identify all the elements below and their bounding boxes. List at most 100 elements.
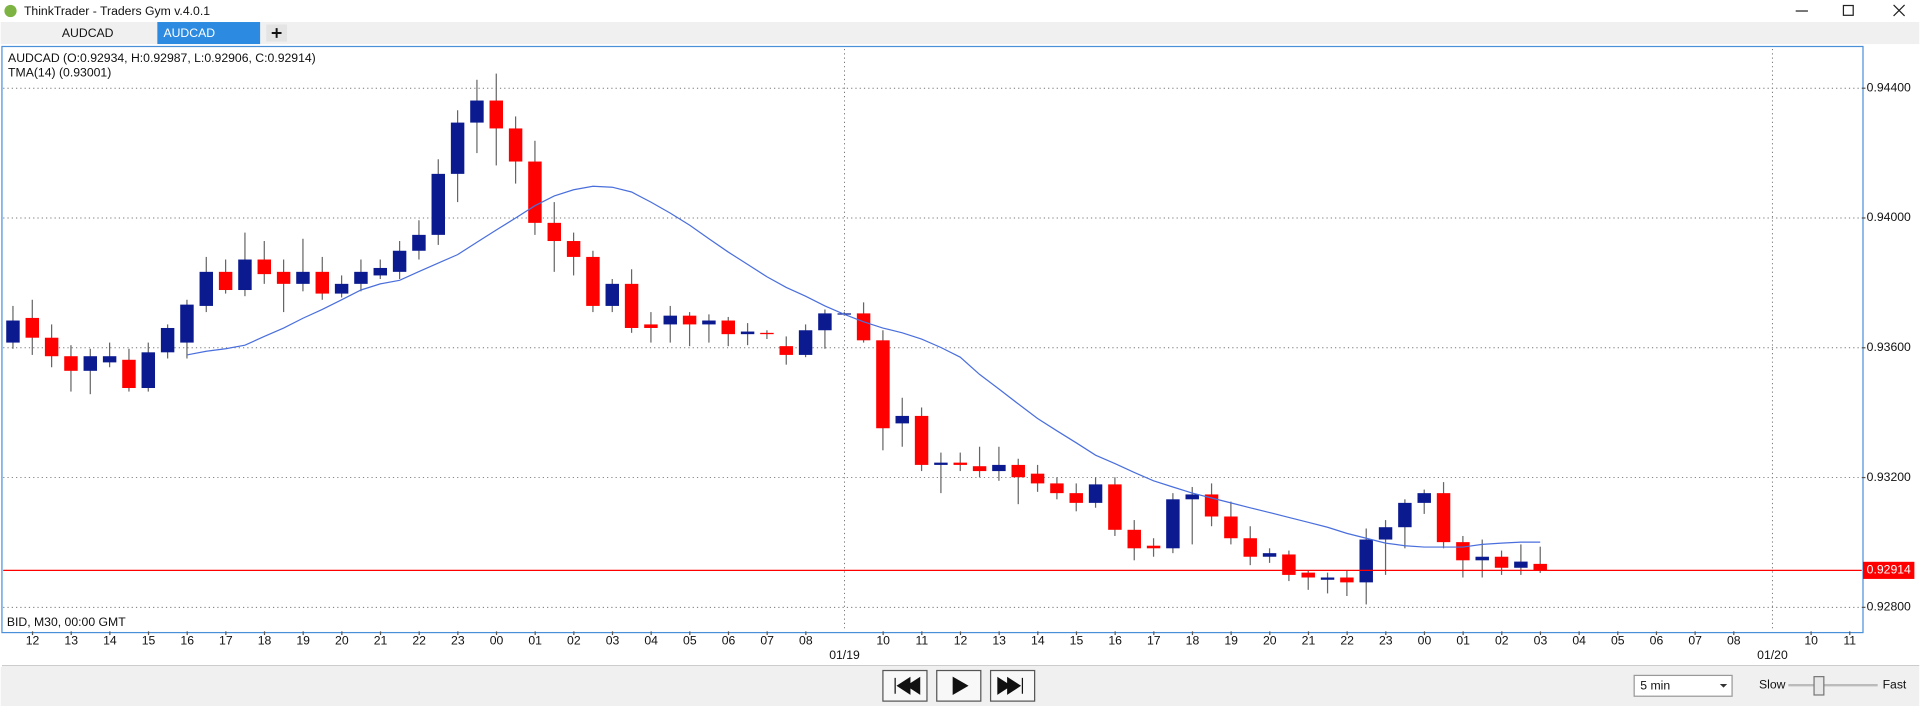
candle-body: [953, 462, 967, 465]
candle-body: [1262, 553, 1277, 557]
candle-body: [238, 259, 252, 291]
candle-body: [199, 271, 214, 306]
candle-body: [856, 313, 871, 341]
slider-max-label: Fast: [1883, 677, 1907, 691]
candle-body: [44, 337, 59, 357]
candle-body: [257, 259, 272, 275]
candle-body: [818, 313, 832, 331]
x-tick-label: 01: [1456, 633, 1470, 647]
x-tick-label: 23: [451, 633, 465, 647]
x-tick-label: 06: [722, 633, 736, 647]
x-tick-label: 10: [876, 633, 890, 647]
candle-body: [392, 250, 407, 272]
candle-body: [566, 241, 581, 257]
x-tick-label: 07: [1688, 633, 1702, 647]
candle-body: [528, 161, 542, 223]
step-forward-button[interactable]: [989, 669, 1036, 702]
x-tick-label: 16: [1108, 633, 1122, 647]
dropdown-box[interactable]: [1633, 674, 1733, 697]
speed-dropdown[interactable]: 5 min: [1633, 674, 1733, 697]
x-tick-label: 03: [606, 633, 620, 647]
candle-body: [334, 283, 349, 294]
candle-body: [1050, 483, 1064, 494]
candle-body: [450, 122, 465, 174]
app-icon: [4, 4, 17, 18]
candle-body: [1108, 484, 1122, 530]
ohlc-legend: AUDCAD (O:0.92934, H:0.92987, L:0.92906,…: [8, 51, 316, 65]
window-title: ThinkTrader - Traders Gym v.4.0.1: [24, 4, 210, 18]
x-tick-label: 10: [1804, 633, 1818, 647]
active-tab[interactable]: [157, 22, 261, 45]
step-back-button[interactable]: [882, 669, 928, 702]
new-tab-button[interactable]: [266, 24, 288, 42]
candle-body: [141, 352, 156, 389]
candle-body: [1146, 545, 1161, 549]
candle-body: [102, 356, 117, 363]
restore-button[interactable]: [1842, 4, 1854, 16]
y-tick-label: 0.92800: [1867, 600, 1911, 614]
candle-body: [1340, 577, 1354, 583]
y-tick-label: 0.93600: [1867, 340, 1911, 354]
candle-body: [1185, 494, 1199, 500]
candle-body: [682, 315, 697, 325]
bid-label: 0.92914: [1867, 563, 1911, 577]
candle-body: [1417, 493, 1431, 503]
x-tick-label: 08: [1727, 633, 1741, 647]
bid-label-box: [1862, 561, 1915, 579]
candle-body: [1436, 493, 1451, 543]
x-tick-label: 20: [335, 633, 349, 647]
candle-body: [373, 267, 388, 276]
candle-body: [1533, 563, 1547, 571]
x-tick-label: 14: [103, 633, 117, 647]
slider-min-label: Slow: [1759, 677, 1786, 691]
candle-body: [431, 173, 445, 235]
speed-slider-thumb[interactable]: [1813, 676, 1825, 696]
x-tick-label: 00: [1418, 633, 1432, 647]
x-tick-label: 19: [296, 633, 310, 647]
candle-body: [702, 320, 716, 325]
x-tick-label: 12: [26, 633, 40, 647]
candle-body: [1204, 494, 1219, 517]
candle-body: [1378, 527, 1393, 540]
candle-body: [798, 330, 813, 355]
x-tick-label: 18: [1186, 633, 1200, 647]
candle-body: [779, 346, 793, 355]
x-tick-label: 16: [180, 633, 194, 647]
candle-body: [1127, 529, 1141, 549]
tab-label[interactable]: AUDCAD: [62, 26, 114, 40]
candle-body: [489, 100, 503, 129]
x-tick-label: 02: [1495, 633, 1509, 647]
candle-body: [315, 271, 330, 294]
tab-strip: [0, 22, 1920, 45]
candle-body: [354, 271, 368, 284]
candle-body: [1243, 538, 1257, 557]
candle-body: [1475, 556, 1489, 561]
x-tick-label: 15: [142, 633, 156, 647]
candle-body: [760, 332, 774, 335]
candle-body: [1088, 484, 1103, 503]
play-button[interactable]: [936, 669, 982, 702]
close-button[interactable]: [1893, 4, 1906, 17]
y-tick-label: 0.94000: [1867, 210, 1911, 224]
candle-body: [605, 283, 619, 306]
candle-body: [1359, 539, 1373, 583]
x-tick-label: 04: [644, 633, 658, 647]
candle-body: [6, 320, 20, 343]
candle-body: [64, 356, 78, 371]
title-bar: [0, 0, 1920, 23]
chart-frame: [1, 45, 1864, 634]
window-controls[interactable]: [1795, 4, 1906, 17]
candle-body: [663, 315, 677, 325]
x-tick-label: 11: [915, 633, 928, 647]
dropdown-value[interactable]: 5 min: [1640, 679, 1670, 693]
x-tick-label: 05: [683, 633, 697, 647]
candle-body: [1514, 561, 1528, 568]
tab-label[interactable]: AUDCAD: [163, 26, 215, 40]
x-tick-label: 04: [1572, 633, 1586, 647]
candle-body: [122, 359, 136, 389]
x-tick-label: 03: [1534, 633, 1548, 647]
candle-body: [992, 464, 1006, 472]
x-tick-label: 13: [64, 633, 78, 647]
y-tick-label: 0.94400: [1867, 80, 1911, 94]
x-date-label: 01/19: [829, 648, 860, 662]
